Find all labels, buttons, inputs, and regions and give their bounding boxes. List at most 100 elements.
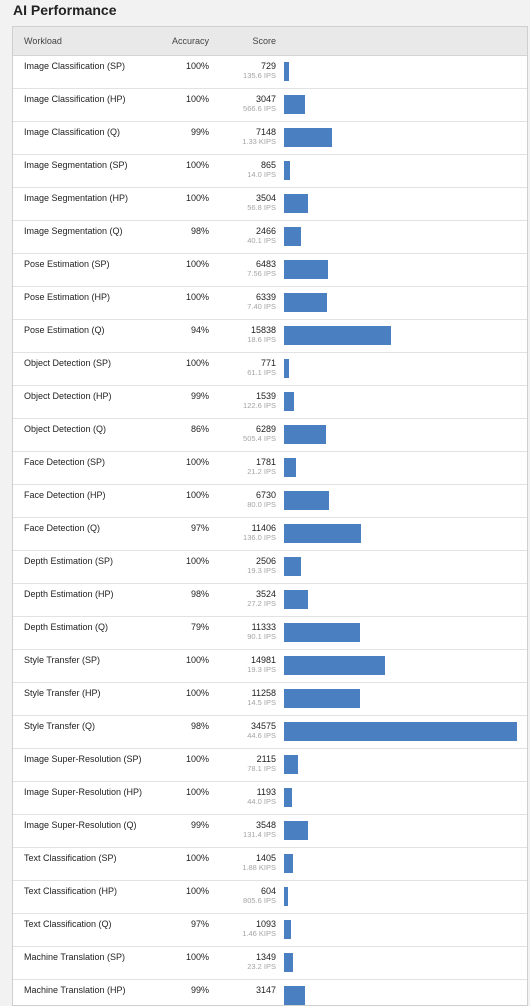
accuracy-value: 100% [185, 853, 209, 863]
score-bar [284, 623, 360, 642]
workload-name: Pose Estimation (Q) [24, 325, 105, 335]
table-row: Style Transfer (SP) 100% 14981 19.3 IPS [13, 650, 527, 683]
accuracy-value: 98% [190, 721, 209, 731]
score-value: 6730 [255, 490, 276, 500]
table-row: Style Transfer (Q) 98% 34575 44.6 IPS [13, 716, 527, 749]
score-value: 1405 [255, 853, 276, 863]
score-value: 14981 [250, 655, 276, 665]
workload-name: Text Classification (HP) [24, 886, 118, 896]
throughput-value: 23.2 IPS [247, 962, 276, 971]
score-bar [284, 194, 308, 213]
score-bar [284, 755, 298, 774]
throughput-value: 136.0 IPS [243, 533, 276, 542]
score-bar [284, 62, 289, 81]
table-row: Image Super-Resolution (Q) 99% 3548 131.4 I… [13, 815, 527, 848]
throughput-value: 27.2 IPS [247, 599, 276, 608]
throughput-value: 90.1 IPS [247, 632, 276, 641]
score-value: 3524 [255, 589, 276, 599]
accuracy-value: 98% [190, 589, 209, 599]
score-value: 11406 [251, 523, 276, 533]
accuracy-value: 94% [190, 325, 209, 335]
throughput-value: 44.6 IPS [247, 731, 276, 740]
score-bar [284, 458, 296, 477]
accuracy-value: 100% [185, 457, 209, 467]
score-bar [284, 920, 291, 939]
accuracy-value: 100% [185, 952, 209, 962]
throughput-value: 14.5 IPS [247, 698, 276, 707]
throughput-value: 40.1 IPS [247, 236, 276, 245]
score-bar [284, 524, 361, 543]
score-value: 771 [260, 358, 276, 368]
accuracy-value: 100% [185, 358, 209, 368]
table-row: Image Classification (Q) 99% 7148 1.33 KIPS [13, 122, 527, 155]
score-bar [284, 425, 326, 444]
workload-name: Image Super-Resolution (SP) [24, 754, 142, 764]
workload-name: Image Super-Resolution (HP) [24, 787, 143, 797]
workload-name: Pose Estimation (HP) [24, 292, 111, 302]
score-bar [284, 128, 332, 147]
score-value: 1539 [255, 391, 276, 401]
accuracy-value: 100% [185, 193, 209, 203]
table-row: Depth Estimation (SP) 100% 2506 19.3 IPS [13, 551, 527, 584]
table-row: Style Transfer (HP) 100% 11258 14.5 IPS [13, 683, 527, 716]
throughput-value: 19.3 IPS [247, 566, 276, 575]
score-value: 1193 [256, 787, 276, 797]
workload-name: Style Transfer (HP) [24, 688, 101, 698]
throughput-value: 1.88 KIPS [242, 863, 276, 872]
accuracy-value: 99% [190, 391, 209, 401]
score-value: 34575 [250, 721, 276, 731]
workload-name: Style Transfer (SP) [24, 655, 101, 665]
accuracy-value: 100% [185, 160, 209, 170]
accuracy-value: 100% [185, 490, 209, 500]
accuracy-value: 97% [190, 919, 209, 929]
throughput-value: 18.6 IPS [247, 335, 276, 344]
workload-name: Image Classification (HP) [24, 94, 126, 104]
throughput-value: 21.2 IPS [247, 467, 276, 476]
table-row: Pose Estimation (SP) 100% 6483 7.56 IPS [13, 254, 527, 287]
accuracy-value: 97% [190, 523, 209, 533]
workload-name: Face Detection (Q) [24, 523, 101, 533]
workload-name: Image Segmentation (Q) [24, 226, 123, 236]
accuracy-value: 99% [190, 127, 209, 137]
table-row: Depth Estimation (Q) 79% 11333 90.1 IPS [13, 617, 527, 650]
score-value: 3047 [255, 94, 276, 104]
table-row: Image Super-Resolution (SP) 100% 2115 78.1 … [13, 749, 527, 782]
score-value: 1349 [255, 952, 276, 962]
table-row: Image Classification (SP) 100% 729 135.6 IP… [13, 56, 527, 89]
workload-name: Image Segmentation (SP) [24, 160, 128, 170]
accuracy-value: 100% [185, 688, 209, 698]
score-value: 865 [260, 160, 276, 170]
throughput-value: 805.6 IPS [243, 896, 276, 905]
table-row: Machine Translation (HP) 99% 3147 [13, 980, 527, 1005]
score-bar [284, 986, 305, 1005]
workload-name: Image Segmentation (HP) [24, 193, 129, 203]
table-row: Face Detection (HP) 100% 6730 80.0 IPS [13, 485, 527, 518]
accuracy-value: 100% [185, 94, 209, 104]
score-value: 6339 [255, 292, 276, 302]
table-header: Workload Accuracy Score [13, 27, 527, 56]
workload-name: Object Detection (Q) [24, 424, 107, 434]
score-bar [284, 491, 329, 510]
score-value: 1781 [255, 457, 276, 467]
score-column-header: Score [252, 36, 276, 46]
throughput-value: 131.4 IPS [243, 830, 276, 839]
table-row: Object Detection (HP) 99% 1539 122.6 IPS [13, 386, 527, 419]
workload-name: Object Detection (HP) [24, 391, 112, 401]
table-row: Text Classification (Q) 97% 1093 1.46 KIPS [13, 914, 527, 947]
score-bar [284, 854, 293, 873]
workload-name: Face Detection (SP) [24, 457, 106, 467]
workload-name: Image Classification (Q) [24, 127, 121, 137]
accuracy-value: 100% [185, 61, 209, 71]
throughput-value: 122.6 IPS [243, 401, 276, 410]
score-bar [284, 161, 290, 180]
table-row: Image Segmentation (SP) 100% 865 14.0 IPS [13, 155, 527, 188]
score-bar [284, 821, 308, 840]
table-row: Object Detection (Q) 86% 6289 505.4 IPS [13, 419, 527, 452]
table-row: Pose Estimation (Q) 94% 15838 18.6 IPS [13, 320, 527, 353]
table-row: Machine Translation (SP) 100% 1349 23.2 IPS [13, 947, 527, 980]
table-row: Image Classification (HP) 100% 3047 566.6 I… [13, 89, 527, 122]
accuracy-value: 100% [185, 886, 209, 896]
workload-name: Text Classification (SP) [24, 853, 117, 863]
workload-name: Object Detection (SP) [24, 358, 112, 368]
throughput-value: 14.0 IPS [247, 170, 276, 179]
